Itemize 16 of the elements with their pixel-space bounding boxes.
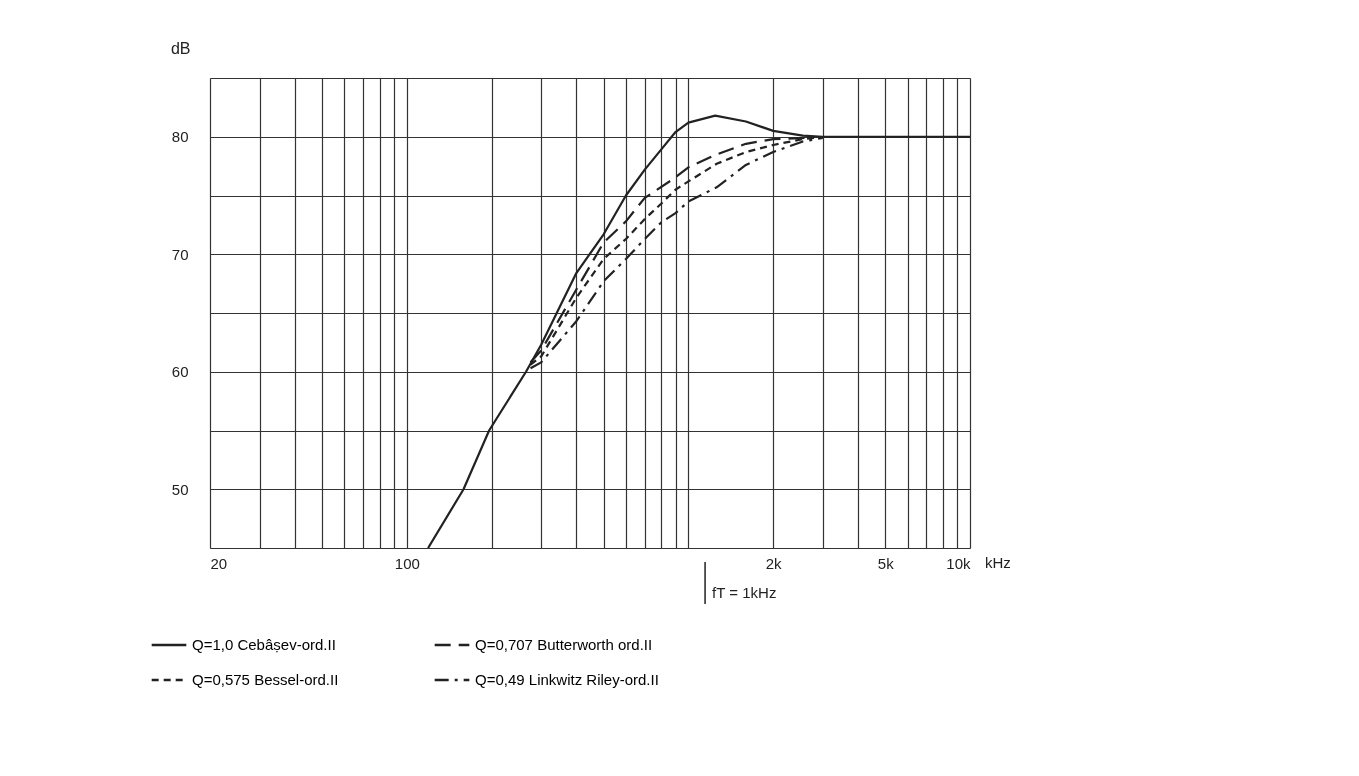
x-axis-title: kHz xyxy=(985,554,1011,571)
x-tick-label: 20 xyxy=(210,554,228,572)
text: fT = 1kHz xyxy=(712,584,777,601)
y-tick-label: 60 xyxy=(171,363,189,381)
legend-label: Q=1,0 Cebâṣev-ord.II xyxy=(192,636,336,653)
x-tick-label: 5k xyxy=(877,554,895,572)
y-axis-title: dB xyxy=(170,39,191,57)
legend-label: Q=0,707 Butterworth ord.II xyxy=(475,636,653,653)
y-tick-label: 80 xyxy=(171,128,189,146)
y-tick-label: 70 xyxy=(171,245,189,263)
y-tick-label: 50 xyxy=(171,480,189,498)
x-tick-label: 10k xyxy=(946,554,971,572)
x-tick-label: 2k xyxy=(765,554,783,572)
x-tick-label: 100 xyxy=(394,554,420,572)
legend-label: Q=0,49 Linkwitz Riley-ord.II xyxy=(475,671,659,688)
legend-label: Q=0,575 Bessel-ord.II xyxy=(192,671,339,688)
